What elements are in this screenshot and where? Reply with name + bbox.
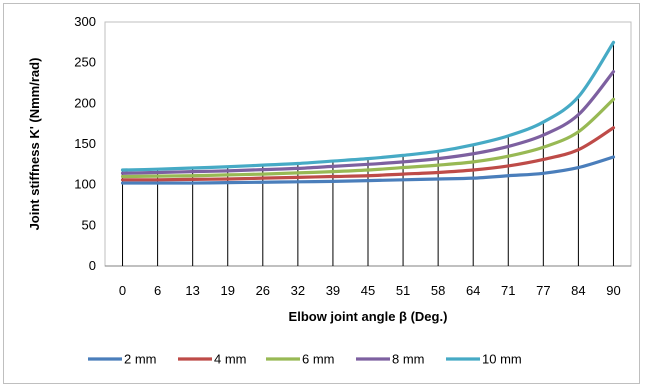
y-tick-label: 0 xyxy=(89,258,96,273)
series-line-10-mm xyxy=(120,40,616,172)
legend-label: 8 mm xyxy=(392,352,425,367)
x-tick-label: 45 xyxy=(361,283,375,298)
y-tick-label: 150 xyxy=(74,136,96,151)
series-line-2-mm xyxy=(120,155,616,185)
x-tick-label: 32 xyxy=(291,283,305,298)
x-tick-label: 6 xyxy=(154,283,161,298)
line-chart: 0 50 100 150 200 250 300 0 6 13 19 26 32 39 45 51 58 64 7… xyxy=(27,14,632,367)
y-tick-label: 100 xyxy=(74,177,96,192)
x-axis-ticks: 0 6 13 19 26 32 39 45 51 58 64 71 77 84 90 xyxy=(119,283,621,298)
x-tick-label: 90 xyxy=(606,283,620,298)
x-tick-label: 64 xyxy=(466,283,480,298)
x-tick-label: 19 xyxy=(220,283,234,298)
x-tick-label: 39 xyxy=(326,283,340,298)
legend-label: 6 mm xyxy=(302,352,335,367)
x-tick-label: 13 xyxy=(185,283,199,298)
drop-lines xyxy=(122,42,614,266)
y-tick-label: 50 xyxy=(82,217,96,232)
x-axis-title: Elbow joint angle β (Deg.) xyxy=(289,309,448,324)
series-line-6-mm xyxy=(120,97,616,179)
legend-label: 4 mm xyxy=(214,352,247,367)
x-tick-label: 51 xyxy=(396,283,410,298)
series-layer xyxy=(120,40,616,185)
series-line-4-mm xyxy=(120,126,616,182)
x-tick-label: 71 xyxy=(501,283,515,298)
x-tick-label: 26 xyxy=(256,283,270,298)
y-axis-ticks: 0 50 100 150 200 250 300 xyxy=(74,14,96,273)
y-tick-label: 300 xyxy=(74,14,96,29)
y-tick-label: 200 xyxy=(74,95,96,110)
x-tick-label: 0 xyxy=(119,283,126,298)
legend: 2 mm 4 mm 6 mm 8 mm 10 mm xyxy=(88,352,522,367)
x-tick-label: 77 xyxy=(536,283,550,298)
series-line-8-mm xyxy=(120,70,616,175)
y-axis-title: Joint stiffness K' (Nmm/rad) xyxy=(27,58,42,231)
legend-label: 2 mm xyxy=(124,352,157,367)
x-tick-label: 84 xyxy=(571,283,585,298)
x-tick-label: 58 xyxy=(431,283,445,298)
legend-label: 10 mm xyxy=(482,352,522,367)
y-tick-label: 250 xyxy=(74,55,96,70)
chart-frame: 0 50 100 150 200 250 300 0 6 13 19 26 32 39 45 51 58 64 7… xyxy=(3,3,640,384)
